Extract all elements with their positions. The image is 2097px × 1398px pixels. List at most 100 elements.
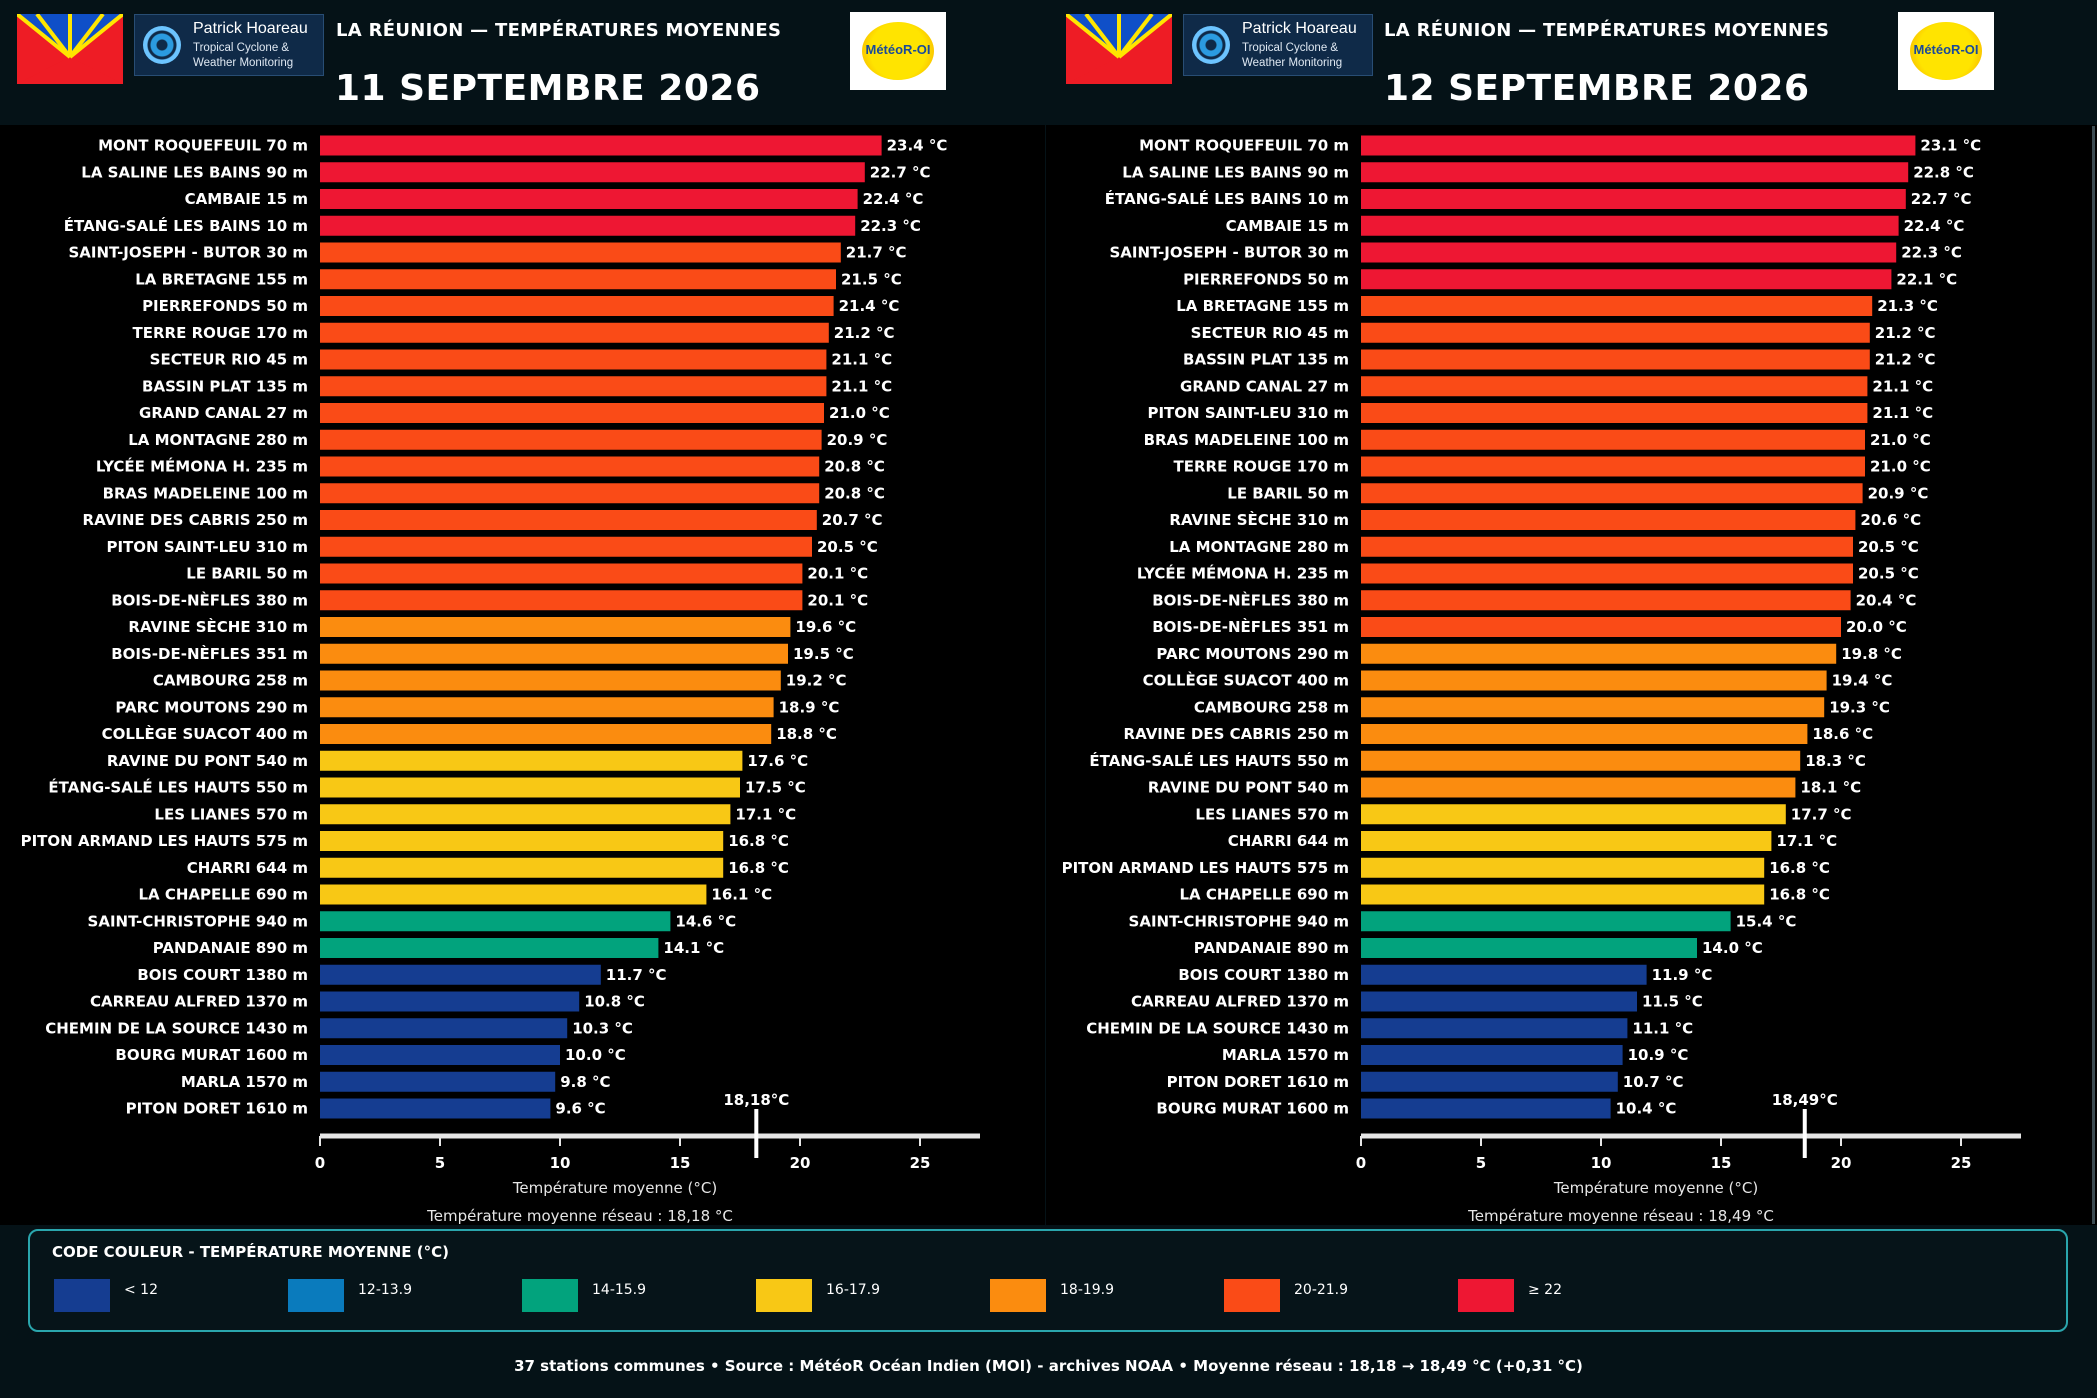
- legend-swatch: [1224, 1279, 1280, 1312]
- scrollbar[interactable]: [2092, 126, 2095, 1224]
- station-label: RAVINE DES CABRIS 250 m: [1124, 725, 1349, 743]
- station-label: ÉTANG-SALÉ LES BAINS 10 m: [64, 216, 308, 235]
- value-label: 21.4 °C: [839, 297, 900, 315]
- value-label: 11.9 °C: [1652, 966, 1713, 984]
- value-label: 18.9 °C: [779, 698, 840, 716]
- temperature-bar: [1361, 215, 1899, 236]
- temperature-bar: [320, 349, 827, 370]
- value-label: 22.4 °C: [863, 190, 924, 208]
- temperature-bar: [320, 857, 724, 878]
- value-label: 21.1 °C: [831, 351, 892, 369]
- temperature-bar: [1361, 483, 1863, 504]
- temperature-bar: [1361, 724, 1808, 744]
- mean-label: 18,18°C: [723, 1091, 789, 1109]
- legend-label: 16-17.9: [826, 1282, 881, 1298]
- temperature-bar: [320, 189, 858, 209]
- brand-name: Patrick Hoareau: [193, 20, 308, 37]
- temperature-bar: [1361, 804, 1786, 825]
- station-label: RAVINE SÈCHE 310 m: [1169, 510, 1349, 529]
- value-label: 10.7 °C: [1623, 1073, 1684, 1091]
- station-label: LYCÉE MÉMONA H. 235 m: [1137, 564, 1349, 583]
- temperature-bar: [1361, 1018, 1628, 1039]
- station-label: BASSIN PLAT 135 m: [1183, 351, 1349, 369]
- station-label: BOIS-DE-NÈFLES 380 m: [111, 590, 308, 609]
- station-label: CHEMIN DE LA SOURCE 1430 m: [1086, 1019, 1349, 1037]
- station-label: PITON ARMAND LES HAUTS 575 m: [1062, 859, 1349, 877]
- temperature-bar: [1361, 189, 1906, 209]
- value-label: 23.1 °C: [1920, 137, 1981, 155]
- chart-panel-2: MONT ROQUEFEUIL 70 m 23.1 °C LA SALINE LES…: [1046, 125, 2097, 1225]
- station-label: LA BRETAGNE 155 m: [1176, 297, 1349, 315]
- temperature-bar: [1361, 322, 1870, 343]
- value-label: 9.6 °C: [555, 1100, 605, 1118]
- value-label: 20.8 °C: [824, 458, 885, 476]
- value-label: 22.3 °C: [860, 217, 921, 235]
- temperature-bar: [1361, 590, 1851, 611]
- temperature-bar: [1361, 456, 1865, 477]
- legend-swatch: [522, 1279, 578, 1312]
- temperature-bar: [320, 269, 836, 290]
- station-label: LA CHAPELLE 690 m: [1179, 886, 1349, 904]
- station-label: PARC MOUTONS 290 m: [115, 698, 308, 716]
- temperature-bar: [1361, 296, 1873, 316]
- meteor-logo-icon: [862, 22, 934, 80]
- value-label: 10.9 °C: [1628, 1046, 1689, 1064]
- brand-logo: Patrick Hoareau Tropical Cyclone & Weath…: [134, 14, 324, 76]
- station-label: BOURG MURAT 1600 m: [1156, 1100, 1349, 1118]
- bar-chart-day-2: MONT ROQUEFEUIL 70 m 23.1 °C LA SALINE LES…: [1062, 135, 2021, 1225]
- station-label: MARLA 1570 m: [1222, 1046, 1349, 1064]
- station-label: LYCÉE MÉMONA H. 235 m: [96, 457, 308, 476]
- station-label: PITON SAINT-LEU 310 m: [106, 538, 308, 556]
- value-label: 21.1 °C: [1872, 404, 1933, 422]
- value-label: 19.5 °C: [793, 645, 854, 663]
- value-label: 11.7 °C: [606, 966, 667, 984]
- legend-swatch: [54, 1279, 110, 1312]
- temperature-bar: [1361, 135, 1916, 156]
- temperature-bar: [320, 777, 740, 798]
- meteor-logo-text: MétéoR-OI: [865, 42, 931, 57]
- station-label: RAVINE DES CABRIS 250 m: [83, 511, 308, 529]
- value-label: 18.1 °C: [1800, 779, 1861, 797]
- station-label: LA SALINE LES BAINS 90 m: [1122, 163, 1349, 181]
- station-label: CARREAU ALFRED 1370 m: [90, 993, 308, 1011]
- panel-2-header: Patrick Hoareau Tropical Cyclone & Weath…: [1045, 0, 2097, 125]
- station-label: ÉTANG-SALÉ LES HAUTS 550 m: [1089, 751, 1349, 770]
- value-label: 20.7 °C: [822, 511, 883, 529]
- network-mean-caption: Température moyenne réseau : 18,18 °C: [426, 1207, 733, 1225]
- temperature-bar: [320, 991, 580, 1012]
- station-label: BOIS COURT 1380 m: [1178, 966, 1349, 984]
- temperature-bar: [320, 1045, 560, 1065]
- value-label: 20.5 °C: [817, 538, 878, 556]
- value-label: 17.1 °C: [1776, 832, 1837, 850]
- temperature-bar: [320, 429, 822, 450]
- temperature-bar: [320, 884, 707, 905]
- station-label: CHARRI 644 m: [187, 859, 308, 877]
- value-label: 20.1 °C: [807, 565, 868, 583]
- temperature-bar: [1361, 242, 1897, 263]
- station-label: BRAS MADELEINE 100 m: [1144, 431, 1349, 449]
- value-label: 23.4 °C: [887, 137, 948, 155]
- temperature-bar: [320, 697, 774, 718]
- temperature-bar: [1361, 563, 1853, 584]
- station-label: CHEMIN DE LA SOURCE 1430 m: [45, 1019, 308, 1037]
- value-label: 22.8 °C: [1913, 163, 1974, 181]
- temperature-bar: [1361, 777, 1796, 798]
- panel-1-header: Patrick Hoareau Tropical Cyclone & Weath…: [0, 0, 1045, 125]
- temperature-bar: [1361, 1098, 1611, 1119]
- x-tick-label: 25: [1951, 1154, 1972, 1172]
- value-label: 19.6 °C: [795, 618, 856, 636]
- value-label: 21.3 °C: [1877, 297, 1938, 315]
- value-label: 21.0 °C: [829, 404, 890, 422]
- temperature-bar: [320, 483, 820, 504]
- legend-swatch: [990, 1279, 1046, 1312]
- value-label: 20.5 °C: [1858, 565, 1919, 583]
- station-label: PITON DORET 1610 m: [1167, 1073, 1349, 1091]
- value-label: 17.7 °C: [1791, 805, 1852, 823]
- value-label: 19.8 °C: [1841, 645, 1902, 663]
- temperature-bar: [1361, 938, 1697, 958]
- temperature-bar: [320, 215, 856, 236]
- cyclone-icon: [143, 26, 181, 64]
- legend-title: CODE COULEUR - TEMPÉRATURE MOYENNE (°C): [52, 1243, 449, 1261]
- value-label: 20.9 °C: [1868, 484, 1929, 502]
- temperature-bar: [1361, 349, 1870, 370]
